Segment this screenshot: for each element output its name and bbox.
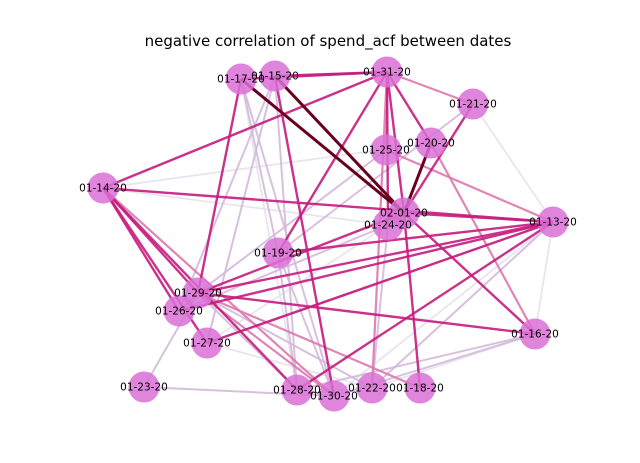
node-label-01-26-20: 01-26-20	[155, 306, 203, 318]
edge-01-29-20-01-22-20	[197, 292, 373, 389]
edge-01-24-20-01-26-20	[178, 224, 389, 312]
edge-01-13-20-01-22-20	[371, 221, 554, 389]
edge-01-14-20-01-24-20	[102, 187, 389, 226]
edge-01-26-20-01-13-20	[178, 220, 554, 313]
edge-01-15-20-01-26-20	[178, 75, 276, 312]
edge-01-14-20-01-30-20	[102, 187, 335, 397]
node-label-01-13-20: 01-13-20	[529, 217, 577, 229]
node-01-22-20	[356, 372, 388, 404]
node-label-01-31-20: 01-31-20	[363, 67, 411, 79]
node-01-13-20	[537, 206, 569, 238]
node-label-01-28-20: 01-28-20	[273, 385, 321, 397]
node-label-01-27-20: 01-27-20	[183, 338, 231, 350]
edge-01-24-20-01-22-20	[371, 224, 389, 389]
edge-01-29-20-01-16-20	[197, 291, 536, 336]
edge-01-14-20-01-31-20	[102, 70, 388, 190]
edge-01-21-20-02-01-20	[402, 103, 475, 214]
node-01-19-20	[262, 237, 294, 269]
edge-02-01-20-01-13-20	[403, 211, 554, 224]
edge-01-28-20-01-13-20	[296, 220, 554, 392]
node-01-23-20	[128, 371, 160, 403]
node-01-29-20	[182, 277, 214, 309]
node-label-01-29-20: 01-29-20	[174, 288, 222, 300]
node-label-01-23-20: 01-23-20	[120, 382, 168, 394]
label-layer: 01-13-20 01-14-20 01-15-20 01-16-20 01-17-20…	[79, 67, 577, 403]
edge-layer	[101, 70, 554, 397]
node-01-28-20	[281, 374, 313, 406]
edge-01-13-20-01-16-20	[534, 221, 554, 335]
edge-01-15-20-02-01-20	[273, 74, 406, 215]
node-label-01-30-20: 01-30-20	[310, 391, 358, 403]
edge-02-01-20-01-16-20	[403, 212, 536, 335]
node-02-01-20	[388, 197, 420, 229]
edge-01-15-20-01-27-20	[206, 75, 276, 344]
node-label-01-18-20: 01-18-20	[396, 383, 444, 395]
edge-01-31-20-01-19-20	[276, 71, 389, 254]
edge-01-27-20-01-22-20	[206, 342, 373, 389]
node-label-01-17-20: 01-17-20	[217, 74, 265, 86]
node-01-25-20	[370, 134, 402, 166]
chart-title: negative correlation of spend_acf betwee…	[144, 32, 512, 50]
edge-01-21-20-01-19-20	[277, 103, 474, 254]
node-01-15-20	[259, 60, 291, 92]
edge-01-17-20-01-28-20	[240, 78, 298, 391]
edge-01-17-20-01-29-20	[196, 78, 243, 294]
node-label-01-14-20: 01-14-20	[79, 183, 127, 195]
node-01-20-20	[415, 127, 447, 159]
edge-01-17-20-02-01-20	[240, 77, 405, 215]
node-label-01-24-20: 01-24-20	[364, 220, 412, 232]
edge-02-01-20-01-18-20	[402, 212, 422, 389]
node-label-01-16-20: 01-16-20	[511, 329, 559, 341]
edge-01-21-20-01-13-20	[472, 103, 554, 223]
node-label-01-15-20: 01-15-20	[251, 71, 299, 83]
node-01-17-20	[225, 63, 257, 95]
edge-01-29-20-01-13-20	[197, 220, 554, 295]
edge-01-29-20-02-01-20	[197, 211, 405, 295]
edge-01-28-20-01-16-20	[296, 333, 536, 391]
node-01-21-20	[457, 88, 489, 120]
node-label-01-21-20: 01-21-20	[449, 99, 497, 111]
node-01-16-20	[519, 318, 551, 350]
node-label-01-22-20: 01-22-20	[348, 383, 396, 395]
edge-01-19-20-01-13-20	[277, 220, 554, 255]
node-01-18-20	[404, 372, 436, 404]
edge-01-15-20-01-30-20	[273, 75, 336, 397]
node-01-27-20	[191, 327, 223, 359]
node-label-01-19-20: 01-19-20	[254, 248, 302, 260]
edge-01-29-20-01-18-20	[197, 291, 421, 390]
node-layer	[87, 56, 569, 412]
node-01-30-20	[318, 380, 350, 412]
edge-01-27-20-01-13-20	[206, 220, 554, 345]
node-label-02-01-20: 02-01-20	[380, 208, 428, 220]
edge-01-17-20-01-19-20	[240, 78, 279, 254]
node-label-01-20-20: 01-20-20	[407, 138, 455, 150]
node-01-14-20	[87, 172, 119, 204]
edge-01-25-20-01-13-20	[385, 148, 554, 224]
node-label-01-25-20: 01-25-20	[362, 145, 410, 157]
node-01-31-20	[371, 56, 403, 88]
